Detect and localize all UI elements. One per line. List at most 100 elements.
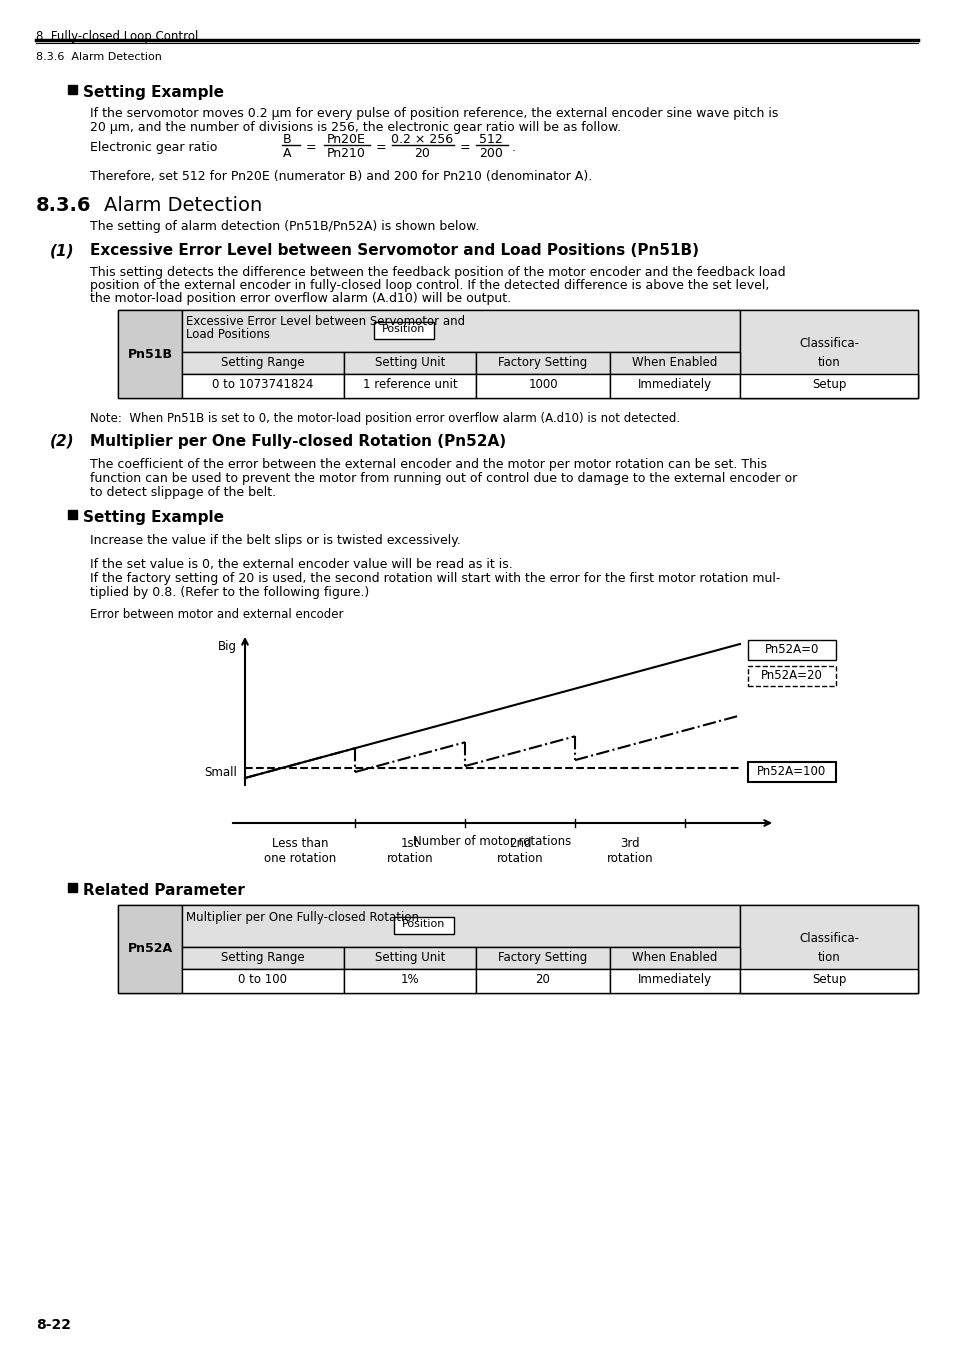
- Text: When Enabled: When Enabled: [632, 356, 717, 369]
- Text: (2): (2): [50, 433, 74, 450]
- Text: 512: 512: [478, 134, 502, 146]
- Text: Setting Example: Setting Example: [83, 85, 224, 100]
- Bar: [182, 969, 344, 994]
- Bar: [747, 640, 835, 660]
- Text: 0 to 100: 0 to 100: [238, 973, 287, 985]
- Text: Big: Big: [218, 640, 236, 653]
- Text: The setting of alarm detection (Pn51B/Pn52A) is shown below.: The setting of alarm detection (Pn51B/Pn…: [90, 220, 478, 234]
- Text: Position: Position: [382, 324, 425, 333]
- Text: Multiplier per One Fully-closed Rotation (Pn52A): Multiplier per One Fully-closed Rotation…: [90, 433, 506, 450]
- Text: Pn52A=20: Pn52A=20: [760, 670, 822, 682]
- Bar: [609, 946, 740, 969]
- Text: Small: Small: [204, 765, 236, 779]
- Text: Increase the value if the belt slips or is twisted excessively.: Increase the value if the belt slips or …: [90, 535, 460, 547]
- Text: Setup: Setup: [811, 973, 845, 985]
- Text: Related Parameter: Related Parameter: [83, 883, 245, 898]
- Text: Load Positions: Load Positions: [186, 328, 270, 342]
- Bar: [118, 904, 182, 994]
- Text: 1%: 1%: [400, 973, 419, 985]
- Bar: [740, 374, 917, 398]
- Text: 8-22: 8-22: [36, 1318, 71, 1332]
- Text: Electronic gear ratio: Electronic gear ratio: [90, 140, 217, 154]
- Text: If the factory setting of 20 is used, the second rotation will start with the er: If the factory setting of 20 is used, th…: [90, 572, 780, 585]
- Text: This setting detects the difference between the feedback position of the motor e: This setting detects the difference betw…: [90, 266, 785, 279]
- Text: When Enabled: When Enabled: [632, 950, 717, 964]
- Text: If the set value is 0, the external encoder value will be read as it is.: If the set value is 0, the external enco…: [90, 558, 512, 571]
- Text: If the servomotor moves 0.2 μm for every pulse of position reference, the extern: If the servomotor moves 0.2 μm for every…: [90, 107, 778, 120]
- Text: Setting Unit: Setting Unit: [375, 356, 445, 369]
- Bar: [394, 917, 454, 934]
- Text: 20 μm, and the number of divisions is 256, the electronic gear ratio will be as : 20 μm, and the number of divisions is 25…: [90, 122, 620, 134]
- Text: Classifica-: Classifica-: [799, 338, 858, 350]
- Bar: [374, 323, 434, 339]
- Bar: [68, 510, 77, 518]
- Text: Therefore, set 512 for Pn20E (numerator B) and 200 for Pn210 (denominator A).: Therefore, set 512 for Pn20E (numerator …: [90, 170, 592, 184]
- Text: Setting Example: Setting Example: [83, 510, 224, 525]
- Text: 8.3.6  Alarm Detection: 8.3.6 Alarm Detection: [36, 53, 162, 62]
- Text: Number of motor rotations: Number of motor rotations: [413, 836, 571, 848]
- Text: the motor-load position error overflow alarm (A.d10) will be output.: the motor-load position error overflow a…: [90, 292, 511, 305]
- Bar: [118, 310, 917, 398]
- Text: Setting Range: Setting Range: [221, 950, 305, 964]
- Text: Pn20E: Pn20E: [326, 134, 365, 146]
- Text: 1000: 1000: [528, 378, 558, 392]
- Bar: [609, 969, 740, 994]
- Text: to detect slippage of the belt.: to detect slippage of the belt.: [90, 486, 275, 500]
- Text: 0 to 1073741824: 0 to 1073741824: [213, 378, 314, 392]
- Text: Excessive Error Level between Servomotor and Load Positions (Pn51B): Excessive Error Level between Servomotor…: [90, 243, 699, 258]
- Text: Position: Position: [402, 919, 445, 929]
- Bar: [747, 761, 835, 782]
- Bar: [476, 352, 609, 374]
- Bar: [609, 374, 740, 398]
- Text: tion: tion: [817, 356, 840, 369]
- Bar: [118, 310, 182, 398]
- Bar: [68, 85, 77, 94]
- Bar: [182, 310, 740, 352]
- Text: 8.3.6: 8.3.6: [36, 196, 91, 215]
- Text: .: .: [512, 140, 516, 154]
- Bar: [182, 904, 740, 946]
- Text: Multiplier per One Fully-closed Rotation: Multiplier per One Fully-closed Rotation: [186, 911, 418, 925]
- Text: A: A: [282, 147, 291, 161]
- Text: Pn52A=0: Pn52A=0: [764, 643, 819, 656]
- Text: 1 reference unit: 1 reference unit: [362, 378, 456, 392]
- Text: Immediately: Immediately: [638, 973, 711, 985]
- Bar: [476, 946, 609, 969]
- Text: 200: 200: [478, 147, 502, 161]
- Text: Factory Setting: Factory Setting: [497, 950, 587, 964]
- Bar: [344, 969, 476, 994]
- Text: The coefficient of the error between the external encoder and the motor per moto: The coefficient of the error between the…: [90, 458, 766, 471]
- Text: Pn210: Pn210: [326, 147, 365, 161]
- Text: Classifica-: Classifica-: [799, 931, 858, 945]
- Text: B: B: [282, 134, 291, 146]
- Bar: [344, 946, 476, 969]
- Text: Setup: Setup: [811, 378, 845, 392]
- Text: Error between motor and external encoder: Error between motor and external encoder: [90, 608, 343, 621]
- Text: Pn52A: Pn52A: [128, 942, 172, 956]
- Text: 2nd
rotation: 2nd rotation: [497, 837, 543, 865]
- Text: tion: tion: [817, 950, 840, 964]
- Text: 3rd
rotation: 3rd rotation: [606, 837, 653, 865]
- Text: 20: 20: [535, 973, 550, 985]
- Text: position of the external encoder in fully-closed loop control. If the detected d: position of the external encoder in full…: [90, 279, 768, 292]
- Text: 0.2 × 256: 0.2 × 256: [391, 134, 453, 146]
- Text: =: =: [375, 140, 386, 154]
- Bar: [476, 969, 609, 994]
- Bar: [740, 310, 917, 398]
- Text: Factory Setting: Factory Setting: [497, 356, 587, 369]
- Bar: [740, 904, 917, 994]
- Text: function can be used to prevent the motor from running out of control due to dam: function can be used to prevent the moto…: [90, 472, 797, 485]
- Text: tiplied by 0.8. (Refer to the following figure.): tiplied by 0.8. (Refer to the following …: [90, 586, 369, 599]
- Text: 1st
rotation: 1st rotation: [386, 837, 433, 865]
- Bar: [344, 374, 476, 398]
- Text: =: =: [459, 140, 470, 154]
- Bar: [182, 374, 344, 398]
- Text: Setting Range: Setting Range: [221, 356, 305, 369]
- Bar: [68, 883, 77, 892]
- Text: Less than
one rotation: Less than one rotation: [264, 837, 335, 865]
- Bar: [476, 374, 609, 398]
- Text: 8  Fully-closed Loop Control: 8 Fully-closed Loop Control: [36, 30, 198, 43]
- Text: Setting Unit: Setting Unit: [375, 950, 445, 964]
- Bar: [118, 904, 917, 994]
- Text: (1): (1): [50, 243, 74, 258]
